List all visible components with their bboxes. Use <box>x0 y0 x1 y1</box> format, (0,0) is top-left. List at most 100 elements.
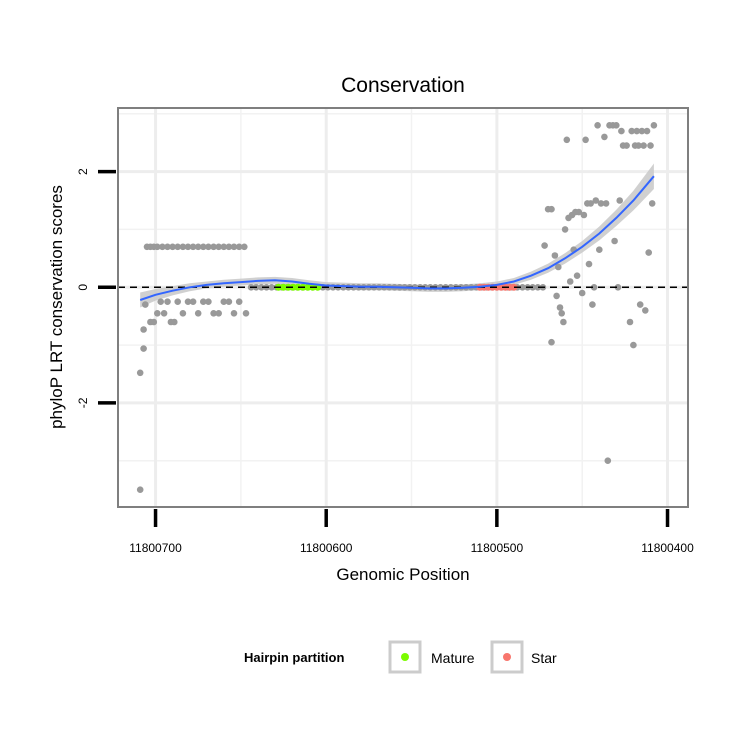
data-point <box>142 301 149 308</box>
data-point <box>556 304 564 311</box>
data-point <box>585 260 593 268</box>
data-point <box>150 318 158 326</box>
data-point <box>230 310 238 317</box>
data-point <box>558 310 565 317</box>
data-point <box>548 338 555 346</box>
data-point <box>140 326 147 333</box>
data-point <box>614 284 622 291</box>
data-point <box>154 243 161 251</box>
data-point <box>154 310 161 317</box>
data-point <box>164 243 171 251</box>
data-point <box>205 243 212 251</box>
data-point <box>210 243 217 251</box>
partition-point-star <box>510 283 518 291</box>
x-tick-label: 11800700 <box>129 541 182 555</box>
y-tick-label: -2 <box>76 397 90 408</box>
data-point <box>638 127 646 135</box>
data-point <box>136 369 144 377</box>
x-tick-label: 11800500 <box>471 541 524 555</box>
data-point <box>601 133 608 141</box>
x-axis: 11800700 11800600 11800500 11800400 <box>129 509 694 555</box>
data-point <box>548 205 555 213</box>
data-point <box>174 243 181 251</box>
data-point <box>566 278 574 285</box>
data-point <box>648 200 656 207</box>
data-point <box>210 310 217 317</box>
data-point <box>616 197 623 204</box>
data-point <box>200 298 207 306</box>
data-point <box>647 142 654 149</box>
data-point <box>551 252 559 259</box>
data-point <box>220 298 228 306</box>
data-point <box>560 318 567 326</box>
data-point <box>596 246 603 253</box>
data-point <box>597 200 605 207</box>
data-point <box>159 243 166 251</box>
data-point <box>626 318 634 326</box>
x-tick-label: 11800400 <box>641 541 694 555</box>
data-point <box>179 310 187 317</box>
data-point <box>645 249 652 256</box>
smooth-curve <box>139 175 655 301</box>
y-tick-label: 2 <box>76 168 90 175</box>
data-point <box>174 298 181 306</box>
data-point <box>519 284 526 291</box>
x-tick-label: 11800600 <box>300 541 353 555</box>
data-point <box>563 136 571 144</box>
data-point <box>184 298 192 306</box>
data-point <box>169 243 176 251</box>
data-point <box>635 142 642 149</box>
data-point <box>200 243 207 251</box>
data-point <box>628 127 635 135</box>
legend-mature-swatch <box>401 653 409 661</box>
data-point <box>613 122 620 129</box>
data-point <box>225 298 233 306</box>
data-point <box>194 243 202 251</box>
partition-point-mature <box>304 283 312 291</box>
data-point <box>242 310 250 317</box>
data-point <box>553 292 560 300</box>
data-point <box>268 284 275 291</box>
data-point <box>220 243 228 251</box>
legend: Hairpin partition Mature Star <box>244 640 557 674</box>
chart-title: Conservation <box>341 74 465 97</box>
data-point <box>573 272 581 280</box>
data-point <box>171 318 178 326</box>
legend-label-star: Star <box>531 650 557 666</box>
data-point <box>589 301 596 308</box>
data-point <box>230 243 238 251</box>
legend-label-mature: Mature <box>431 650 475 666</box>
data-point <box>215 243 222 251</box>
data-point <box>618 127 625 135</box>
data-point <box>140 345 147 352</box>
plot-panel <box>118 108 688 507</box>
data-point <box>205 298 212 306</box>
legend-title: Hairpin partition <box>244 650 344 665</box>
y-tick-label: 0 <box>76 284 90 291</box>
data-point <box>561 226 569 233</box>
data-point <box>179 243 187 251</box>
data-point <box>578 289 586 297</box>
data-point <box>235 243 243 251</box>
data-point <box>650 122 658 129</box>
data-point <box>604 457 612 465</box>
partition-point-mature <box>279 283 287 291</box>
data-point <box>633 127 641 135</box>
data-point <box>590 284 598 291</box>
data-point <box>636 301 644 308</box>
data-point <box>194 310 202 317</box>
data-point <box>184 243 192 251</box>
data-point <box>241 243 248 251</box>
smooth-line <box>139 175 655 301</box>
legend-star-swatch <box>503 653 511 661</box>
data-point <box>164 298 171 306</box>
data-point <box>602 200 610 207</box>
data-point <box>136 486 144 494</box>
data-point <box>215 310 222 317</box>
panel-border <box>117 107 689 508</box>
data-point <box>575 208 583 216</box>
data-point <box>189 243 197 251</box>
data-point <box>160 310 168 317</box>
